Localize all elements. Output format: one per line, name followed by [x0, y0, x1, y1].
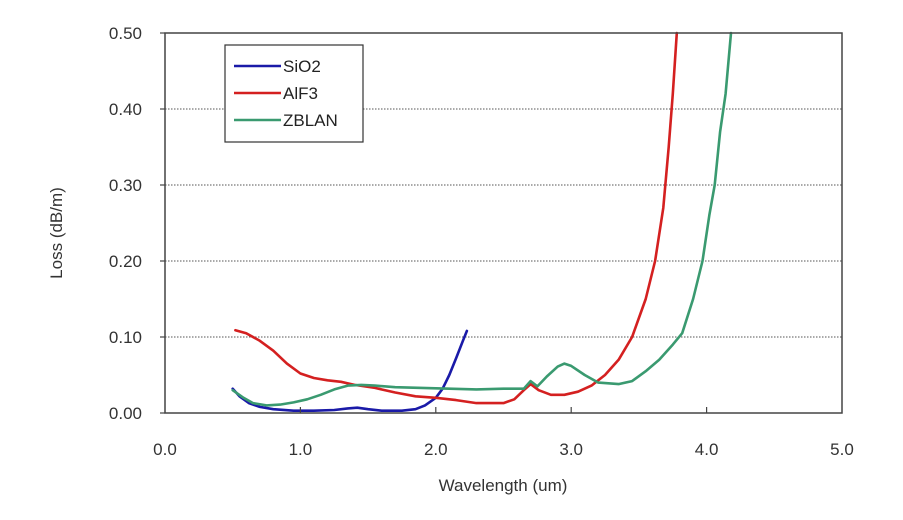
x-axis-ticks: 0.0 1.0 2.0 3.0 4.0 5.0	[153, 407, 854, 459]
legend: SiO2 AlF3 ZBLAN	[224, 44, 364, 143]
x-tick-label: 5.0	[830, 440, 854, 459]
legend-item-sio2: SiO2	[234, 57, 321, 76]
x-tick-label: 0.0	[153, 440, 177, 459]
legend-label-zblan: ZBLAN	[283, 111, 338, 130]
y-tick-label: 0.50	[109, 24, 142, 43]
y-axis-ticks: 0.00 0.10 0.20 0.30 0.40 0.50	[109, 24, 165, 423]
legend-label-alf3: AlF3	[283, 84, 318, 103]
x-tick-label: 4.0	[695, 440, 719, 459]
legend-item-zblan: ZBLAN	[234, 111, 338, 130]
y-tick-label: 0.40	[109, 100, 142, 119]
series-lines	[231, 31, 733, 412]
y-tick-label: 0.10	[109, 328, 142, 347]
series-line-zblan	[231, 31, 733, 407]
x-tick-label: 1.0	[289, 440, 313, 459]
legend-label-sio2: SiO2	[283, 57, 321, 76]
series-line-alf3	[234, 31, 679, 405]
grid-lines	[165, 108, 842, 338]
y-tick-label: 0.00	[109, 404, 142, 423]
x-tick-label: 2.0	[424, 440, 448, 459]
series-line-sio2	[231, 329, 469, 412]
y-tick-label: 0.30	[109, 176, 142, 195]
y-axis-title: Loss (dB/m)	[47, 187, 66, 279]
legend-item-alf3: AlF3	[234, 84, 318, 103]
x-axis-title: Wavelength (um)	[439, 476, 568, 495]
y-tick-label: 0.20	[109, 252, 142, 271]
x-tick-label: 3.0	[559, 440, 583, 459]
plot-frame	[164, 32, 843, 414]
